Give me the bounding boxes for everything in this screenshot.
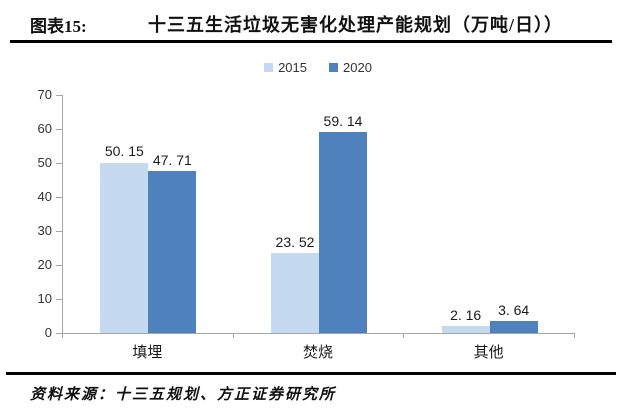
y-tick-label: 50 [37,155,52,170]
x-tick-mark [232,334,234,338]
y-tick-mark [56,264,62,266]
bar-value-label: 47. 71 [152,151,192,168]
bar-2015-焚烧 [271,253,319,333]
y-tick-mark [56,162,62,164]
top-divider [10,40,612,43]
legend-label: 2015 [278,60,307,75]
figure-label: 图表15: [30,17,87,36]
bar-value-label: 50. 15 [104,143,144,160]
y-tick-mark [56,196,62,198]
y-tick-mark [56,128,62,130]
y-tick-label: 30 [37,223,52,238]
plot-area: 50. 15 47. 71 23. 52 59. 14 2. 16 3. 64 [62,95,575,334]
bar-value-label: 2. 16 [450,306,482,323]
bar-value-label: 59. 14 [323,112,363,129]
y-tick-label: 0 [44,325,52,340]
legend-item-2015: 2015 [264,60,307,75]
legend-swatch-icon [264,63,274,72]
y-tick-label: 70 [37,87,52,102]
y-tick-mark [56,94,62,96]
y-tick-label: 40 [37,189,52,204]
bar-2020-焚烧 [319,131,367,333]
y-tick-label: 10 [37,291,52,306]
legend-label: 2020 [343,60,372,75]
bar-value-label: 3. 64 [498,301,530,318]
source-note: 资料来源：十三五规划、方正证券研究所 [30,387,337,403]
bottom-divider [6,372,616,375]
chart-legend: 2015 2020 [62,60,574,75]
legend-item-2020: 2020 [329,60,372,75]
category-label-3: 其他 [473,345,504,361]
bar-2015-其他 [441,325,490,333]
bar-2015-填埋 [100,162,149,333]
x-tick-mark [62,334,63,338]
y-tick-mark [56,298,62,300]
y-tick-label: 60 [37,121,52,136]
figure-title: 十三五生活垃圾无害化处理产能规划（万吨/日）） [148,15,563,35]
x-tick-mark [403,334,405,338]
y-tick-mark [56,332,62,334]
bar-2020-填埋 [148,170,197,333]
bar-2020-其他 [489,320,538,333]
category-label-1: 填埋 [132,345,163,361]
legend-swatch-icon [329,63,338,72]
y-tick-label: 20 [37,257,52,272]
y-tick-mark [56,230,62,232]
x-tick-mark [574,334,575,338]
bar-value-label: 23. 52 [275,234,315,251]
category-label-2: 焚烧 [302,345,333,361]
